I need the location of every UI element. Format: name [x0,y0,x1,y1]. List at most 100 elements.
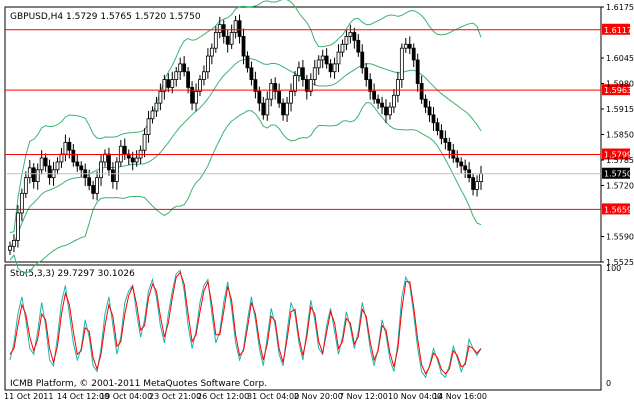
candle-body [336,51,341,65]
stochastic-tick-label: 100 [606,264,621,273]
price-tick-label: 1.5720 [606,182,634,191]
candle-body [384,106,388,116]
candle-body [407,43,412,49]
candle-body [348,32,353,37]
candle-body [368,79,373,92]
candle-body [265,98,270,116]
candle-body [162,79,167,92]
candle-body [340,43,345,53]
candle-body [471,177,475,190]
candle-body [198,79,202,92]
candle-body [304,79,309,92]
price-axis: 1.61751.60451.59801.59151.58501.57851.57… [7,3,634,267]
candle-body [372,90,377,100]
candle-body [150,110,155,120]
candle-body [281,102,286,116]
candle-body [39,157,44,171]
candle-body [194,90,198,104]
candle-body [43,157,48,167]
candle-body [158,90,163,104]
candle-body [12,240,16,247]
candle-body [332,63,337,73]
copyright-text: ICMB Platform, © 2001-2011 MetaQuotes So… [10,379,267,389]
candle-body [427,106,432,116]
time-tick-label: 23 Oct 21:00 [149,392,201,401]
candle-body [316,59,321,69]
candle-body [392,94,396,108]
candle-body [297,67,301,77]
candle-body [16,212,20,241]
price-tick-label: 1.6175 [606,3,634,12]
stochastic-main-line [9,269,482,379]
candle-body [415,59,420,84]
level-label: 1.5659 [604,205,632,214]
candle-body [293,75,297,92]
candle-body [190,87,194,104]
candle-body [443,138,448,143]
candle-body [79,165,84,171]
bollinger-upper [9,0,482,234]
level-label: 1.6117 [604,26,632,35]
price-tick-label: 1.6045 [606,54,634,63]
candle-body [225,36,230,45]
current-price-label: 1.5750 [604,170,632,179]
candle-body [475,181,479,190]
candle-body [35,169,40,182]
time-tick-label: 31 Oct 04:00 [247,392,299,401]
candlestick-series [8,14,483,255]
candle-body [388,106,392,116]
candle-body [186,71,191,88]
price-tick-label: 1.5785 [606,156,634,165]
price-tick-label: 1.5980 [606,80,634,89]
stochastic-panel-frame [4,264,602,391]
bollinger-middle [9,58,482,247]
candle-body [344,36,349,45]
candle-body [237,20,242,37]
candle-body [308,79,313,92]
candle-body [447,141,452,151]
candle-body [395,79,400,96]
candle-body [479,173,483,182]
candle-body [245,55,250,69]
candle-body [23,177,28,194]
level-label-bg [602,148,630,160]
candle-body [67,141,72,151]
candle-body [205,55,210,73]
candle-body [87,177,92,186]
candle-body [142,134,147,151]
candle-body [114,161,119,182]
candle-body [75,161,80,167]
candle-body [154,102,159,112]
candle-body [328,63,333,73]
time-tick-label: 11 Oct 2011 [4,392,53,401]
level-label: 1.5799 [604,151,632,160]
candle-body [261,102,266,116]
candle-body [439,130,444,139]
candle-body [253,79,258,92]
candle-body [63,141,68,155]
candle-body [320,55,325,61]
time-tick-label: 14 Nov 16:00 [433,392,487,401]
candle-body [95,177,99,194]
candle-body [31,167,36,182]
candle-body [399,47,404,80]
candle-body [463,165,468,171]
candle-body [130,157,135,163]
candle-body [99,161,103,179]
candle-body [19,192,24,214]
candle-body [455,157,460,163]
candle-body [364,67,369,80]
candle-body [269,83,274,100]
candle-body [356,39,361,53]
candle-body [8,245,12,251]
level-label-bg [602,84,630,96]
candle-body [27,167,32,179]
symbol-header: GBPUSD,H4 1.5729 1.5765 1.5720 1.5750 [10,12,201,22]
candle-body [241,36,246,57]
candle-body [273,83,278,92]
candle-body [170,79,175,88]
candle-body [47,165,52,179]
candle-body [360,51,365,69]
